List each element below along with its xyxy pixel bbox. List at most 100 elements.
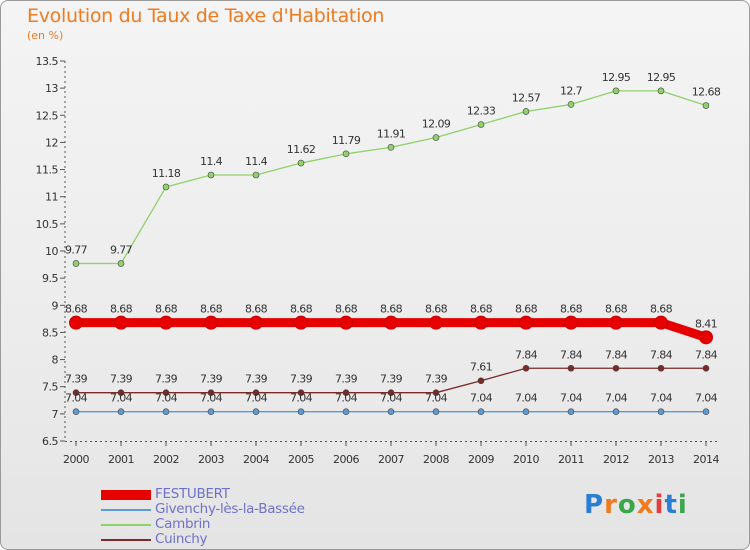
y-tick-label: 7	[52, 408, 59, 421]
data-label: 8.68	[380, 303, 403, 316]
data-point	[432, 389, 440, 396]
data-label: 7.04	[110, 392, 133, 405]
x-tick-label: 2003	[198, 453, 224, 466]
data-point	[522, 408, 530, 415]
x-tick-label: 2010	[513, 453, 539, 466]
data-label: 7.84	[605, 348, 628, 361]
data-point	[432, 134, 440, 141]
data-point	[117, 389, 125, 396]
data-label: 7.84	[695, 348, 718, 361]
legend-swatch	[101, 508, 151, 511]
x-tick-label: 2005	[288, 453, 314, 466]
logo-letter: i	[654, 490, 665, 520]
data-point	[342, 150, 350, 158]
legend-swatch	[101, 523, 151, 526]
data-label: 7.04	[155, 392, 178, 405]
x-tick-label: 2009	[468, 453, 494, 466]
data-point	[477, 408, 485, 415]
data-label: 7.04	[290, 392, 313, 405]
logo-letter: i	[677, 490, 688, 520]
data-label: 7.04	[470, 392, 493, 405]
y-tick-label: 10.5	[36, 218, 59, 231]
data-point	[207, 171, 215, 179]
y-tick-label: 11.5	[36, 164, 59, 177]
data-label: 7.04	[380, 392, 403, 405]
data-point	[387, 408, 395, 415]
data-point	[567, 364, 575, 372]
x-tick-label: 2007	[378, 453, 404, 466]
data-point	[657, 364, 665, 372]
data-point	[657, 408, 665, 415]
legend-item: FESTUBERT	[101, 486, 401, 502]
data-point	[72, 408, 80, 415]
data-label: 12.33	[467, 105, 496, 118]
data-point	[477, 121, 485, 128]
data-label: 11.18	[152, 167, 181, 180]
data-label: 8.68	[65, 303, 88, 316]
x-tick-label: 2011	[558, 453, 584, 466]
data-label: 7.04	[560, 392, 583, 405]
data-point	[72, 260, 80, 267]
data-point	[297, 389, 305, 396]
data-label: 8.68	[425, 303, 448, 316]
data-label: 8.68	[290, 303, 313, 316]
y-tick-label: 11	[45, 191, 58, 204]
data-point	[69, 315, 83, 330]
y-tick-label: 12.5	[36, 109, 59, 122]
data-label: 8.41	[695, 317, 717, 330]
data-label: 8.68	[470, 303, 493, 316]
legend-label: Cuinchy	[155, 531, 208, 547]
legend-item: Cuinchy	[101, 531, 401, 547]
data-label: 7.04	[335, 392, 358, 405]
data-label: 9.77	[110, 243, 133, 256]
data-label: 7.84	[650, 348, 673, 361]
data-point	[429, 315, 443, 330]
data-point	[564, 315, 578, 330]
data-point	[342, 408, 350, 415]
legend-swatch	[101, 489, 151, 500]
data-label: 9.77	[65, 243, 88, 256]
y-tick-label: 13.5	[36, 55, 59, 68]
data-point	[702, 364, 710, 372]
data-point	[252, 171, 260, 179]
data-label: 7.04	[515, 392, 538, 405]
x-tick-label: 2002	[153, 453, 179, 466]
y-tick-label: 7.5	[42, 381, 58, 394]
legend-item: Cambrin	[101, 516, 401, 532]
data-point	[387, 389, 395, 396]
data-point	[252, 389, 260, 396]
logo-letter: x	[636, 490, 655, 520]
data-point	[117, 260, 125, 267]
legend-label: Givenchy-lès-la-Bassée	[155, 501, 305, 517]
legend-item: Givenchy-lès-la-Bassée	[101, 501, 401, 517]
data-point	[657, 87, 665, 95]
data-label: 11.91	[377, 127, 406, 140]
data-label: 7.39	[425, 373, 448, 386]
logo-letter: P	[584, 490, 605, 520]
data-label: 12.57	[512, 91, 541, 104]
y-tick-label: 8	[52, 354, 59, 367]
data-label: 7.39	[200, 373, 223, 386]
data-label: 7.04	[605, 392, 628, 405]
data-point	[612, 87, 620, 95]
data-label: 7.61	[470, 361, 492, 374]
data-label: 7.04	[245, 392, 268, 405]
legend-label: Cambrin	[155, 516, 211, 532]
data-point	[159, 315, 173, 330]
y-tick-label: 9.5	[42, 272, 58, 285]
data-label: 7.39	[245, 373, 268, 386]
x-tick-label: 2008	[423, 453, 449, 466]
data-point	[162, 408, 170, 415]
data-point	[384, 315, 398, 330]
data-point	[702, 102, 710, 109]
data-point	[474, 315, 488, 330]
y-tick-label: 8.5	[42, 326, 58, 339]
data-label: 7.04	[695, 392, 718, 405]
data-point	[387, 144, 395, 151]
data-point	[207, 408, 215, 415]
data-point	[699, 330, 713, 345]
data-point	[72, 389, 80, 396]
data-point	[162, 389, 170, 396]
data-point	[297, 408, 305, 415]
